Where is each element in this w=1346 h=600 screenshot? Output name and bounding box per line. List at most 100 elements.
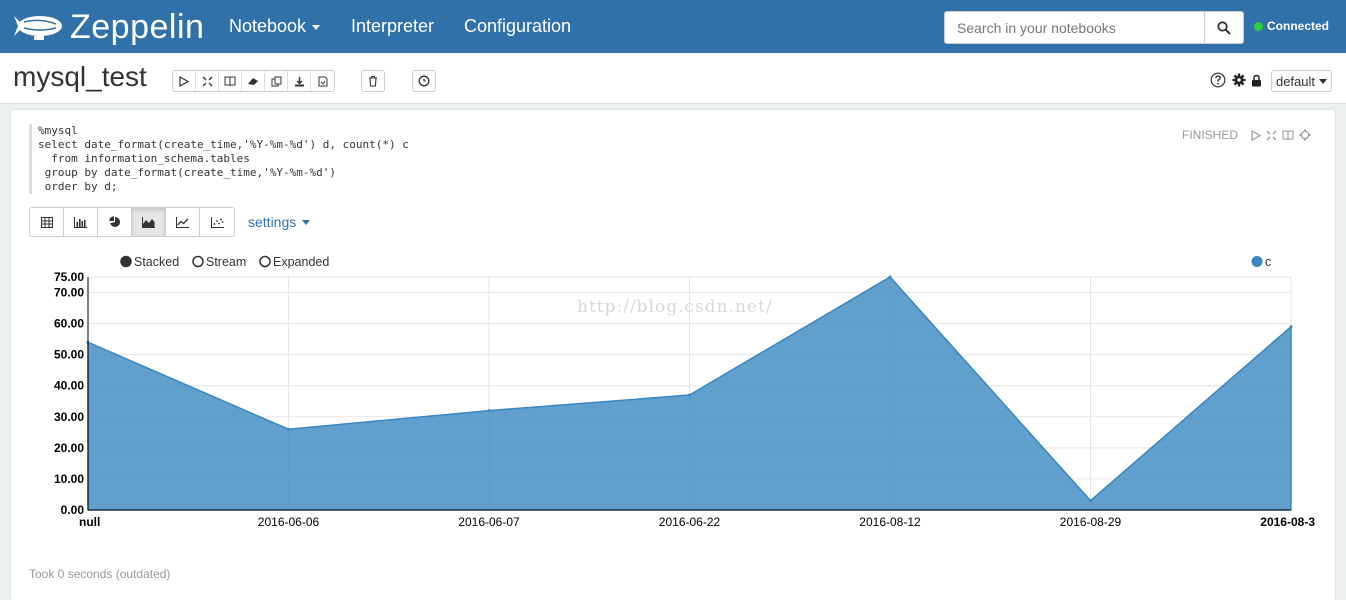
- run-all-icon: [179, 75, 189, 87]
- toggle-output-button[interactable]: [219, 71, 242, 91]
- clone-button[interactable]: [265, 71, 288, 91]
- x-tick-label: 2016-08-3: [1260, 515, 1315, 529]
- x-tick-label: 2016-08-29: [1060, 515, 1122, 529]
- settings-icon[interactable]: [1299, 129, 1311, 141]
- y-tick-label: 0.00: [61, 503, 85, 517]
- chart-style-label-expanded[interactable]: Expanded: [273, 255, 329, 269]
- nav-configuration[interactable]: Configuration: [464, 16, 572, 36]
- run-icon[interactable]: [1251, 129, 1261, 141]
- area-chart-button[interactable]: [132, 208, 166, 236]
- data-point: [1289, 325, 1293, 329]
- version-button[interactable]: [311, 71, 334, 91]
- export-icon: [294, 76, 304, 86]
- legend-swatch[interactable]: [1251, 256, 1263, 267]
- scatter-chart-button[interactable]: [200, 208, 234, 236]
- notebook-title[interactable]: mysql_test: [13, 61, 147, 92]
- schedule-button[interactable]: [412, 70, 436, 92]
- chart-style-radio-stacked[interactable]: [120, 255, 132, 268]
- visualization-toolbar: [29, 207, 235, 237]
- chart-style-label-stacked[interactable]: Stacked: [134, 255, 179, 269]
- chart-settings-toggle[interactable]: settings: [248, 214, 311, 230]
- search-button[interactable]: [1204, 11, 1244, 44]
- notebook-toolbar: [172, 70, 335, 92]
- area-series-c: [87, 276, 1292, 511]
- nav-notebook-label: Notebook: [229, 16, 307, 36]
- version-icon: [318, 76, 327, 86]
- x-tick-label: 2016-06-06: [258, 515, 320, 529]
- line-chart-icon: [176, 216, 189, 228]
- delete-notebook-button[interactable]: [361, 70, 385, 92]
- area-chart: http://blog.csdn.net/Stacked Stream Expand…: [54, 255, 1315, 529]
- x-tick-label: 2016-06-07: [458, 515, 520, 529]
- clock-icon: [418, 75, 430, 87]
- run-all-button[interactable]: [173, 71, 196, 91]
- paragraph-card: %mysql select date_format(create_time,'%…: [11, 110, 1335, 600]
- y-tick-label: 75.00: [54, 270, 84, 284]
- watermark: http://blog.csdn.net/: [577, 297, 773, 317]
- top-navbar: Zeppelin Notebook Interpreter Configurat…: [0, 0, 1346, 53]
- x-tick-label: 2016-08-12: [859, 515, 921, 529]
- search-input[interactable]: [944, 11, 1205, 44]
- bar-chart-icon: [74, 216, 87, 228]
- table-view-button[interactable]: [30, 208, 64, 236]
- y-tick-label: 40.00: [54, 379, 84, 393]
- lock-icon[interactable]: [1251, 74, 1262, 87]
- clone-icon: [271, 76, 281, 86]
- chevron-down-icon: [302, 219, 311, 225]
- nav-interpreter[interactable]: Interpreter: [351, 16, 435, 36]
- table-icon: [40, 216, 53, 228]
- data-point: [1089, 499, 1092, 503]
- connection-status: Connected: [1254, 19, 1329, 33]
- y-tick-label: 70.00: [54, 286, 84, 300]
- chart-settings-label: settings: [248, 214, 297, 230]
- zeppelin-logo-icon: [14, 16, 62, 40]
- toggle-output-icon: [224, 76, 236, 86]
- data-point: [487, 409, 491, 413]
- interpreter-selector[interactable]: default: [1271, 70, 1332, 92]
- chevron-down-icon: [1319, 78, 1328, 84]
- toggle-editor-button[interactable]: [196, 71, 219, 91]
- trash-icon: [369, 75, 377, 87]
- header-right-icons: [1210, 72, 1262, 88]
- y-tick-label: 50.00: [54, 348, 84, 362]
- toggle-editor-icon: [202, 76, 212, 86]
- pie-chart-button[interactable]: [98, 208, 132, 236]
- x-tick-label: 2016-06-22: [659, 515, 721, 529]
- status-dot-icon: [1254, 21, 1263, 31]
- y-tick-label: 20.00: [54, 441, 84, 455]
- interpreter-selector-label: default: [1275, 73, 1316, 89]
- bar-chart-button[interactable]: [64, 208, 98, 236]
- paragraph-status-bar: FINISHED: [1182, 128, 1311, 142]
- execution-time: Took 0 seconds (outdated): [29, 567, 171, 581]
- brand[interactable]: Zeppelin: [12, 8, 204, 46]
- data-point: [287, 427, 290, 431]
- help-icon[interactable]: [1210, 72, 1226, 88]
- x-tick-label: null: [79, 515, 100, 529]
- y-tick-label: 60.00: [54, 317, 84, 331]
- line-chart-button[interactable]: [166, 208, 200, 236]
- code-editor[interactable]: %mysql select date_format(create_time,'%…: [29, 124, 589, 194]
- pie-chart-icon: [108, 216, 120, 227]
- data-point: [888, 275, 892, 279]
- gear-icon[interactable]: [1232, 73, 1246, 87]
- scatter-chart-icon: [210, 216, 224, 228]
- legend-item[interactable]: c: [1265, 255, 1271, 269]
- y-tick-label: 10.00: [54, 472, 84, 486]
- clear-output-icon: [248, 78, 258, 85]
- notebook-header: mysql_test default: [0, 53, 1346, 104]
- chart-style-radio-expanded[interactable]: [259, 255, 271, 268]
- connection-status-label: Connected: [1267, 19, 1330, 33]
- y-tick-label: 30.00: [54, 410, 84, 424]
- clear-output-button[interactable]: [242, 71, 265, 91]
- brand-name: Zeppelin: [70, 7, 205, 46]
- collapse-icon[interactable]: [1266, 130, 1277, 141]
- book-icon[interactable]: [1282, 130, 1294, 141]
- export-button[interactable]: [288, 71, 311, 91]
- nav-notebook[interactable]: Notebook: [229, 16, 321, 37]
- chart-style-radio-stream[interactable]: [192, 255, 204, 268]
- search-icon: [1217, 20, 1231, 35]
- area-chart-icon: [142, 216, 155, 228]
- chart-style-label-stream[interactable]: Stream: [206, 255, 246, 269]
- data-point: [688, 393, 691, 397]
- chevron-down-icon: [312, 24, 321, 30]
